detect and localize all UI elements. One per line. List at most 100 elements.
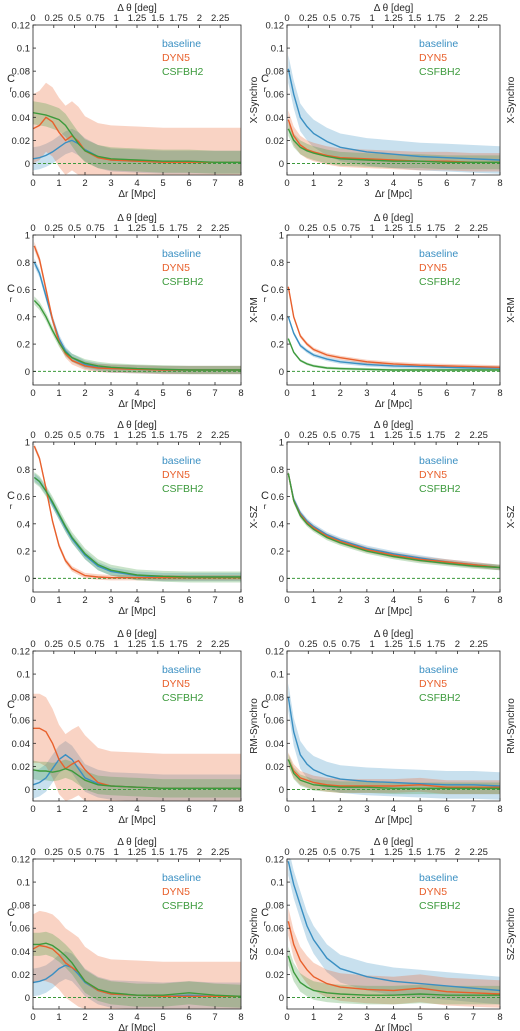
band-DYN5: [288, 110, 500, 172]
top-tick-label: 0.25: [45, 847, 64, 858]
top-tick-label: 1: [370, 847, 375, 858]
top-tick-label: 1: [370, 223, 375, 234]
x-tick-label: 0: [284, 388, 289, 399]
top-tick-label: 0.75: [86, 13, 105, 24]
top-tick-label: 2.25: [469, 639, 488, 650]
x-tick-label: 5: [160, 1012, 165, 1023]
series-line-CSFBH2: [287, 955, 500, 996]
x-tick-label: 3: [364, 388, 369, 399]
legend-entry-CSFBH2: CSFBH2: [162, 276, 204, 288]
x-tick-label: 5: [160, 388, 165, 399]
x-tick-label: 8: [238, 1012, 243, 1023]
series-line-CSFBH2: [33, 767, 241, 789]
x-tick-label: 4: [134, 804, 139, 815]
x-tick-label: 8: [238, 595, 243, 606]
legend-entry-DYN5: DYN5: [162, 262, 190, 274]
x-tick-label: 5: [417, 595, 422, 606]
legend-entry-DYN5: DYN5: [162, 469, 190, 481]
axes-box: [32, 234, 242, 386]
x-tick-label: 7: [471, 595, 476, 606]
series-line-baseline: [287, 473, 500, 569]
x-tick-label: 8: [238, 804, 243, 815]
x-tick-label: 1: [56, 804, 61, 815]
top-tick-label: 0.25: [45, 430, 64, 441]
y-tick-label: 0.4: [271, 312, 284, 323]
top-tick-label: 1.5: [408, 847, 421, 858]
x-tick-label: 4: [134, 388, 139, 399]
y-tick-label: 0.06: [12, 716, 31, 727]
top-tick-label: 1.25: [128, 13, 147, 24]
top-tick-label: 0: [30, 639, 35, 650]
top-tick-label: 1.5: [151, 430, 164, 441]
series-line-CSFBH2: [287, 128, 500, 163]
top-axis-label: Δ θ [deg]: [117, 3, 157, 14]
top-tick-label: 2: [455, 430, 460, 441]
left-panel-label: X-RM: [249, 297, 260, 323]
legend-entry-DYN5: DYN5: [419, 52, 447, 64]
legend-entry-DYN5: DYN5: [162, 678, 190, 690]
top-tick-label: 2: [455, 639, 460, 650]
series-line-CSFBH2: [287, 473, 500, 569]
top-tick-label: 2: [455, 223, 460, 234]
top-tick-label: 1: [114, 223, 119, 234]
series-line-CSFBH2: [33, 300, 241, 371]
plot-area: [287, 859, 500, 1008]
y-tick-label: 0.02: [12, 970, 31, 981]
x-tick-label: 5: [160, 178, 165, 189]
x-axis-label: Δr [Mpc]: [118, 189, 155, 200]
y-tick-label: 0.8: [17, 258, 30, 269]
top-tick-label: 1.75: [169, 639, 188, 650]
x-tick-label: 3: [364, 595, 369, 606]
x-tick-label: 7: [471, 388, 476, 399]
x-tick-label: 2: [82, 388, 87, 399]
top-tick-label: 1.75: [427, 430, 446, 441]
y-tick-label: 0.1: [17, 44, 30, 55]
x-tick-label: 3: [364, 804, 369, 815]
legend-entry-CSFBH2: CSFBH2: [419, 692, 461, 704]
top-tick-label: 0.5: [323, 430, 336, 441]
top-tick-label: 1.5: [408, 639, 421, 650]
top-tick-label: 0.25: [299, 13, 318, 24]
x-tick-label: 4: [391, 1012, 396, 1023]
legend-entry-baseline: baseline: [419, 455, 458, 467]
y-tick-label: 0.1: [271, 670, 284, 681]
top-tick-label: 2: [455, 847, 460, 858]
x-tick-label: 2: [338, 595, 343, 606]
x-tick-label: 1: [56, 595, 61, 606]
x-tick-label: 8: [238, 178, 243, 189]
x-tick-label: 2: [82, 804, 87, 815]
top-tick-label: 1.75: [169, 223, 188, 234]
top-tick-label: 2.25: [469, 223, 488, 234]
top-tick-label: 0.5: [323, 847, 336, 858]
x-tick-label: 8: [497, 595, 502, 606]
band-DYN5: [288, 907, 500, 1008]
top-tick-label: 0.75: [342, 430, 361, 441]
legend-entry-CSFBH2: CSFBH2: [162, 900, 204, 912]
band-DYN5: [33, 82, 241, 175]
y-axis-label: C: [261, 490, 269, 502]
y-axis-label-sub: r: [264, 295, 267, 304]
top-tick-label: 0.25: [45, 223, 64, 234]
series-line-CSFBH2: [287, 759, 500, 789]
x-tick-label: 1: [311, 595, 316, 606]
top-tick-label: 0.75: [86, 223, 105, 234]
y-tick-label: 0: [279, 785, 284, 796]
y-tick-label: 0.2: [17, 340, 30, 351]
top-tick-label: 2.25: [469, 847, 488, 858]
x-tick-label: 1: [56, 1012, 61, 1023]
y-tick-label: 0.02: [266, 762, 285, 773]
y-axis-label-sub: r: [10, 85, 13, 94]
y-tick-label: 0.12: [12, 647, 31, 658]
x-tick-label: 4: [391, 178, 396, 189]
top-tick-label: 0: [30, 223, 35, 234]
band-CSFBH2: [288, 470, 500, 571]
x-tick-label: 6: [444, 804, 449, 815]
x-tick-label: 1: [311, 804, 316, 815]
x-tick-label: 5: [160, 804, 165, 815]
top-tick-label: 1.25: [384, 430, 403, 441]
top-tick-label: 0: [284, 223, 289, 234]
plot-area: [287, 683, 500, 800]
x-axis-label: Δr [Mpc]: [118, 815, 155, 826]
x-tick-label: 8: [497, 804, 502, 815]
x-tick-label: 2: [338, 178, 343, 189]
